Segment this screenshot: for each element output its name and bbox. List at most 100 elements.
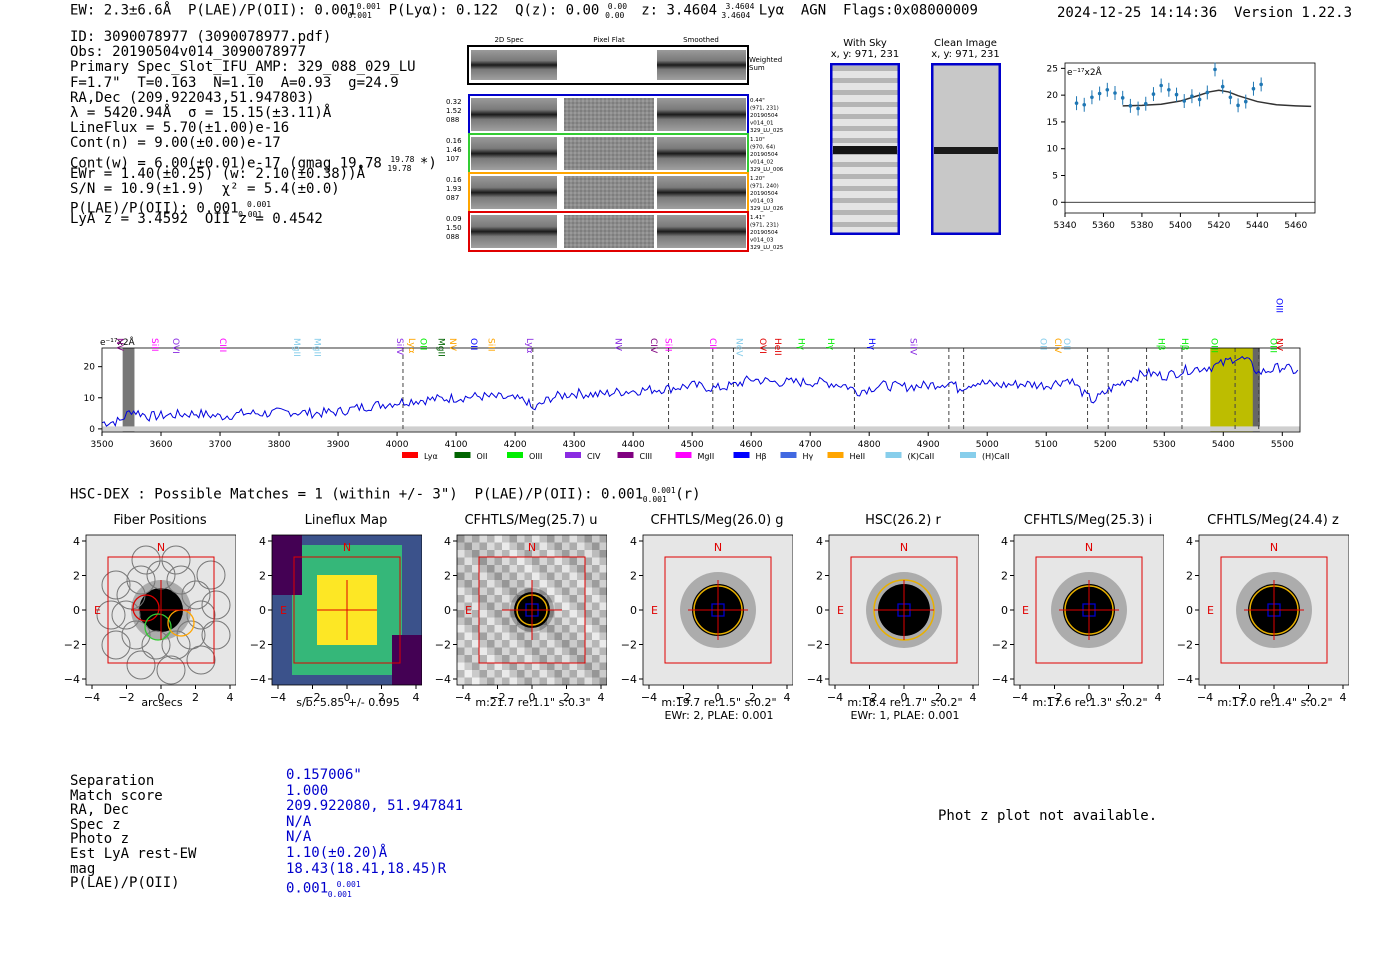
cutout-caption: arcsecs	[141, 696, 183, 709]
zoom-data-point	[1143, 101, 1148, 106]
cutout-pixel	[479, 640, 487, 648]
cutout-pixel	[592, 662, 600, 670]
cutout-pixel	[592, 647, 600, 655]
cutout-pixel	[577, 595, 585, 603]
info-lineflux: LineFlux = 5.70(±1.00)e-16	[70, 120, 290, 137]
cutout-pixel	[592, 565, 600, 573]
cutout-pixel	[457, 670, 465, 678]
zoom-data-point	[1136, 106, 1140, 111]
cutout-pixel	[577, 662, 585, 670]
compass-east: E	[465, 604, 472, 617]
cutout-xtick-label: 4	[1340, 691, 1347, 704]
cutout-pixel	[472, 587, 480, 595]
cutout-image-2: N E 4 2 0 −2 −4 −4 −2 0 2 4	[435, 534, 607, 704]
cutout-xtick-label: −4	[455, 691, 471, 704]
cutout-pixel	[494, 565, 502, 573]
cutout-pixel	[592, 610, 600, 618]
clean-image	[931, 63, 1001, 235]
cutout-xtick-label: −2	[861, 691, 877, 704]
cutout-pixel	[472, 677, 480, 685]
spec2d-row-right-label: 20190504	[750, 191, 778, 197]
spectrum-line-label: Hγ	[795, 338, 805, 351]
cutout-ytick-label: 4	[73, 535, 80, 548]
cutout-pixel	[577, 670, 585, 678]
cutout-pixel	[457, 587, 465, 595]
cutout-pixel	[479, 677, 487, 685]
cutout-pixel	[524, 535, 532, 543]
cutout-pixel	[584, 625, 592, 633]
cutout-pixel	[592, 602, 600, 610]
cutout-pixel	[592, 617, 600, 625]
cutout-xtick-label: 2	[192, 691, 199, 704]
cutout-ytick-label: −2	[992, 639, 1008, 652]
spec2d-row-right-label: 329_LU_025	[750, 245, 784, 251]
spectrum-ytick-label: 0	[89, 425, 95, 435]
cutout-pixel	[494, 632, 502, 640]
cutout-pixel	[502, 655, 510, 663]
cutout-pixel	[554, 655, 562, 663]
spectrum-xtick-label: 4100	[445, 440, 468, 450]
cutout-pixel	[592, 572, 600, 580]
match-label: Spec z	[70, 816, 121, 833]
cutout-pixel	[479, 662, 487, 670]
compass-east: E	[94, 604, 101, 617]
cutout-pixel	[539, 572, 547, 580]
spectrum-ytick-label: 20	[84, 363, 96, 373]
spectrum-ylabel: e⁻¹⁷x2Å	[100, 336, 136, 348]
cutout-pixel	[524, 580, 532, 588]
cutout-pixel	[554, 542, 562, 550]
zoom-xtick-label: 5340	[1054, 221, 1077, 231]
cutout-pixel	[569, 572, 577, 580]
cutout-title: CFHTLS/Meg(25.3) i	[1023, 513, 1153, 528]
fiber-circle	[156, 655, 186, 685]
cutout-pixel	[479, 535, 487, 543]
cutout-ytick-label: 0	[73, 604, 80, 617]
cutout-pixel	[539, 557, 547, 565]
cutout-ytick-label: 4	[630, 535, 637, 548]
cutout-ytick-label: −4	[807, 673, 823, 686]
cutout-pixel	[577, 550, 585, 558]
cutout-pixel	[517, 557, 525, 565]
cutout-ytick-label: 2	[259, 570, 266, 583]
cutout-image-6: N E 4 2 0 −2 −4 −4 −2 0 2 4	[1177, 534, 1349, 704]
zoom-ytick-label: 0	[1052, 198, 1058, 208]
cutout-pixel	[539, 647, 547, 655]
cutout-xtick-label: −4	[827, 691, 843, 704]
cutout-pixel	[547, 625, 555, 633]
fiber-circle	[201, 620, 231, 650]
lineflux-low	[272, 535, 302, 595]
cutout-xtick-label: 4	[413, 691, 420, 704]
cutout-pixel	[457, 610, 465, 618]
cutout-pixel	[539, 565, 547, 573]
cutout-caption-secondary: EWr: 1, PLAE: 0.001	[850, 709, 960, 722]
cutout-pixel	[547, 647, 555, 655]
cutout-pixel	[472, 542, 480, 550]
spectrum-legend-label: Lyα	[424, 452, 438, 461]
cutout-pixel	[464, 670, 472, 678]
cutout-pixel	[599, 640, 607, 648]
cutout-pixel	[569, 677, 577, 685]
match-table-values: 0.157006" 1.000 209.922080, 51.947841 N/…	[286, 767, 463, 898]
zoom-data-point	[1151, 92, 1156, 96]
cutout-title: CFHTLS/Meg(24.4) z	[1207, 513, 1339, 528]
cutout-pixel	[584, 565, 592, 573]
cutout-search-box	[664, 556, 772, 664]
info-id: ID: 3090078977 (3090078977.pdf)	[70, 29, 332, 45]
cutout-pixel	[509, 550, 517, 558]
cutout-pixel	[584, 535, 592, 543]
cutout-pixel	[509, 572, 517, 580]
cutout-pixel	[464, 662, 472, 670]
cutout-pixel	[464, 625, 472, 633]
cutout-pixel	[494, 557, 502, 565]
cutout-xtick-label: −2	[675, 691, 691, 704]
cutout-pixel	[554, 572, 562, 580]
cutout-pixel	[584, 677, 592, 685]
cutout-pixel	[487, 587, 495, 595]
spectrum-line-label: SiII	[486, 338, 496, 352]
fiber-circle	[101, 570, 131, 600]
zoom-data-point	[1220, 84, 1225, 89]
cutout-pixel	[584, 610, 592, 618]
spec2d-row-right-label: v014_02	[750, 160, 774, 166]
spectrum-xtick-label: 4800	[858, 440, 881, 450]
spec2d-row-smooth	[657, 215, 746, 248]
